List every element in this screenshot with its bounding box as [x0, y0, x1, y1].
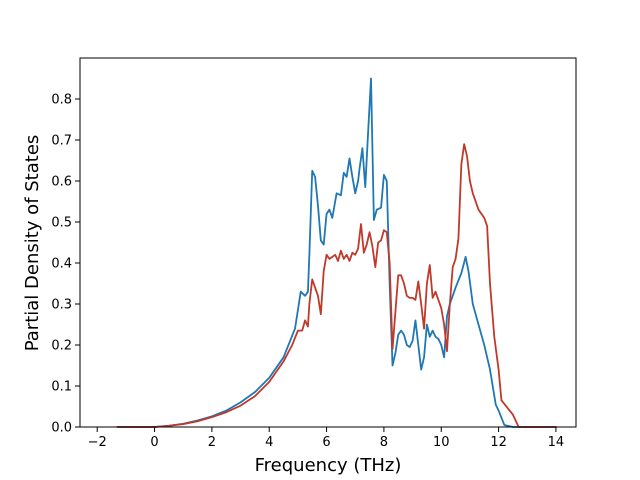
x-tick-label: 12: [490, 435, 507, 450]
y-tick-label: 0.8: [51, 93, 72, 108]
y-tick-label: 0.6: [51, 175, 72, 190]
y-tick-label: 0.4: [51, 257, 72, 272]
series-1-line: [116, 77, 557, 428]
y-axis-title: Partial Density of States: [22, 135, 43, 352]
x-tick-label: 2: [208, 435, 216, 450]
x-tick-label: 4: [265, 435, 273, 450]
y-tick-label: 0.0: [51, 421, 72, 436]
x-tick-label: −2: [88, 435, 107, 450]
x-tick-label: 0: [150, 435, 158, 450]
x-tick-label: 14: [548, 435, 565, 450]
x-tick-label: 10: [433, 435, 450, 450]
series-2-line: [116, 143, 557, 428]
axes: −2 0 2 4 6 8 10 12 14 0.0 0.1 0.2 0.3 0.4 0.5 0.6 0.7 0.8: [51, 57, 577, 450]
axes-frame: [79, 57, 577, 428]
y-tick-label: 0.7: [51, 134, 72, 149]
plot-area: [116, 77, 557, 428]
x-tick-label: 8: [380, 435, 388, 450]
y-tick-label: 0.2: [51, 339, 72, 354]
y-tick-label: 0.1: [51, 380, 72, 395]
x-axis-title: Frequency (THz): [255, 455, 402, 476]
y-tick-label: 0.5: [51, 216, 72, 231]
y-tick-label: 0.3: [51, 298, 72, 313]
x-tick-label: 6: [322, 435, 330, 450]
